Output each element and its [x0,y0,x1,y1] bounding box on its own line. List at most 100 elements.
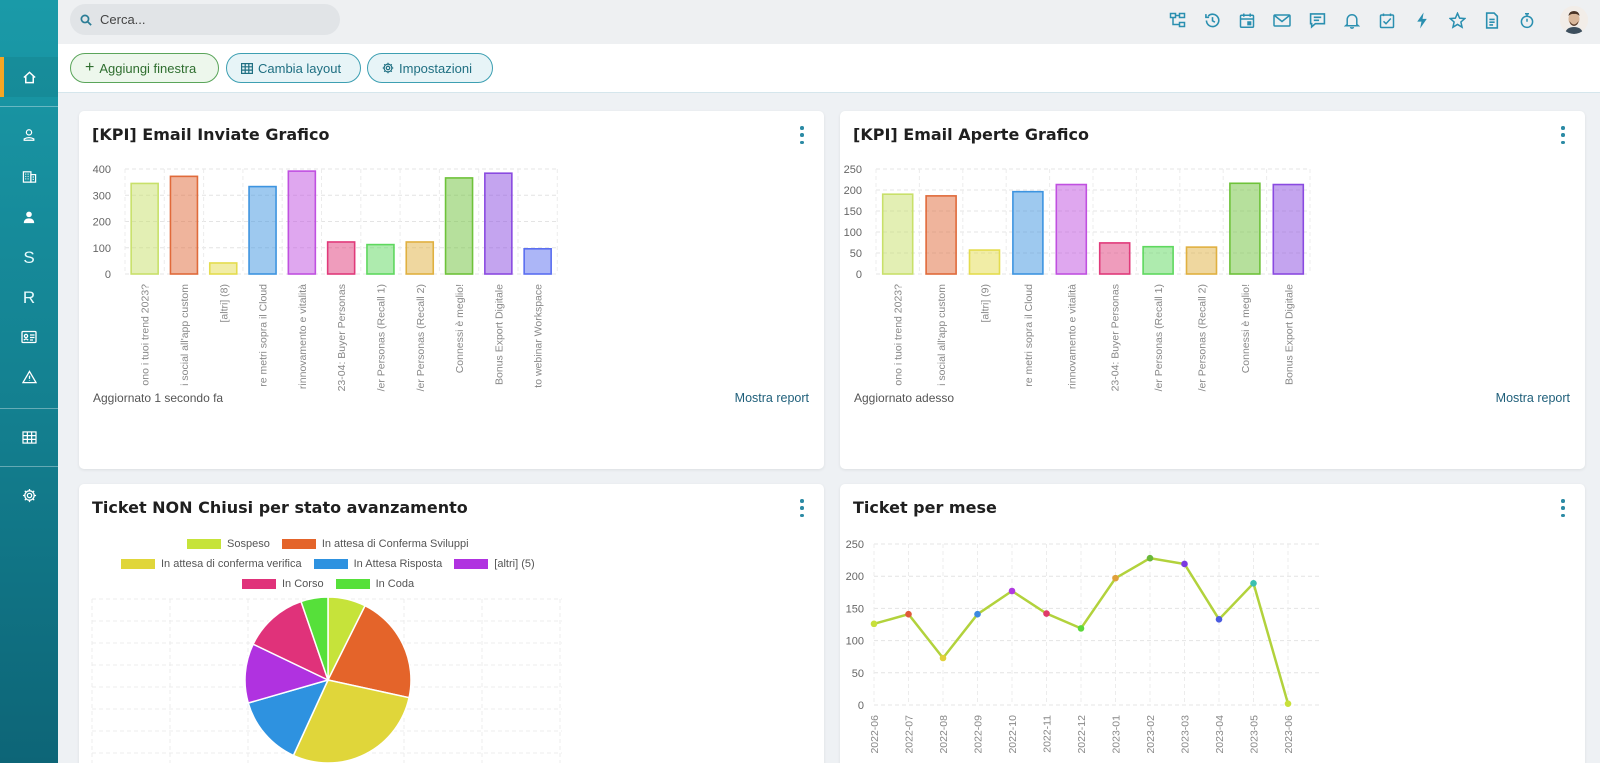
kebab-menu-icon[interactable] [1559,499,1567,517]
sidebar-item-dashboard[interactable] [0,417,58,457]
legend-swatch [242,579,276,589]
legend-label: In Attesa Risposta [353,558,443,570]
y-tick-label: 200 [844,185,862,197]
legend-item[interactable]: In Attesa Risposta [313,558,443,570]
add-window-button[interactable]: + Aggiungi finestra [70,53,219,83]
settings-button[interactable]: Impostazioni [367,53,493,83]
bar [1055,183,1088,275]
x-tick-label: 2022-12 [1076,715,1088,754]
kebab-menu-icon[interactable] [1559,126,1567,144]
data-point [1043,610,1050,617]
change-layout-label: Cambia layout [258,60,342,76]
legend-item[interactable]: Sospeso [187,538,270,550]
legend-item[interactable]: In attesa di conferma verifica [121,558,302,570]
bolt-icon[interactable] [1409,9,1435,31]
x-tick-label: rinnovamento e vitalità [297,284,309,389]
y-tick-label: 150 [844,206,862,218]
legend-label: Sospeso [227,538,270,550]
legend-swatch [313,559,348,569]
legend-item[interactable]: [altri] (5) [454,558,535,570]
checkbox-icon[interactable] [1374,9,1400,31]
y-tick-label: 50 [852,668,864,680]
bar [1098,242,1131,275]
search-box[interactable] [70,4,340,35]
legend-item[interactable]: In attesa di Conferma Sviluppi [281,538,469,550]
y-tick-label: 100 [93,243,111,255]
kebab-menu-icon[interactable] [798,499,806,517]
bar [1272,183,1305,275]
x-tick-label: 2023-03 [1180,715,1192,754]
bar [405,241,435,275]
y-tick-label: 250 [846,539,864,551]
show-report-link[interactable]: Mostra report [1495,391,1570,405]
card-title: Ticket NON Chiusi per stato avanzamento [92,498,468,517]
x-tick-label: /er Personas (Recall 2) [1197,284,1209,391]
search-icon [80,14,92,26]
x-tick-label: 2023-05 [1249,715,1261,754]
data-point [1008,587,1016,595]
x-tick-label: 2022-10 [1007,715,1019,754]
star-icon[interactable] [1444,9,1470,31]
sidebar-item-settings[interactable] [0,475,58,515]
legend-item[interactable]: In Coda [335,578,415,590]
data-point [870,620,878,628]
pie-legend: Sospeso In attesa di Conferma Sviluppi In … [79,484,599,594]
x-tick-label: 23-04: Buyer Personas [1110,284,1122,391]
x-tick-label: Connessi è meglio! [454,284,466,373]
sidebar-item-users[interactable] [0,197,58,237]
sidebar-item-companies[interactable] [0,156,58,196]
avatar[interactable] [1560,6,1588,34]
change-layout-button[interactable]: Cambia layout [226,53,361,83]
action-bar: + Aggiungi finestra Cambia layout Impost… [58,44,1600,93]
x-tick-label: 2023-04 [1214,715,1226,754]
settings-label: Impostazioni [399,60,472,76]
bar [444,177,474,275]
sitemap-icon[interactable] [1164,9,1190,31]
x-tick-label: 2023-06 [1283,715,1295,754]
table-icon [241,62,253,74]
sidebar-item-home[interactable] [0,57,58,97]
history-icon[interactable] [1199,9,1225,31]
data-point [905,610,912,618]
stopwatch-icon[interactable] [1514,9,1540,31]
chat-icon[interactable] [1304,9,1330,31]
show-report-link[interactable]: Mostra report [734,391,809,405]
building-icon [22,170,36,183]
sidebar-item-r[interactable]: R [22,288,36,307]
kebab-menu-icon[interactable] [798,126,806,144]
sidebar-item-cards[interactable] [0,317,58,357]
y-tick-label: 200 [93,217,111,229]
data-point [1146,554,1154,562]
legend-item[interactable]: In Corso [242,578,324,590]
bell-icon[interactable] [1339,9,1365,31]
pie-slice [247,678,330,757]
bar [968,249,1001,275]
data-point [1181,560,1188,568]
calendar-icon[interactable] [1234,9,1260,31]
x-tick-label: 2022-06 [869,715,881,754]
y-tick-label: 0 [858,700,864,712]
data-point [1284,700,1292,708]
bar [1012,190,1044,275]
data-point [1250,579,1257,587]
gear-icon [382,62,394,74]
bar [169,175,199,275]
legend-swatch [121,559,155,569]
y-tick-label: 200 [846,571,864,583]
pie-slice [300,596,329,681]
line-chart-tickets-month: 0 50 100 150 200 250 2022-06 2022-07 2022-08 2022… [846,539,1320,754]
search-input[interactable] [100,12,320,27]
sidebar-item-s[interactable]: S [23,248,35,267]
x-tick-label: [altri] (9) [980,284,992,323]
y-tick-label: 0 [105,269,111,281]
sidebar-item-alerts[interactable] [0,357,58,397]
legend-label: In Coda [375,578,415,590]
sidebar-item-contacts[interactable] [0,115,58,155]
top-bar [58,0,1600,44]
updated-label: Aggiornato 1 secondo fa [93,391,224,405]
data-point [974,610,981,618]
plus-icon: + [85,59,95,76]
document-icon[interactable] [1479,9,1505,31]
x-tick-label: to webinar Workspace [533,284,545,388]
mail-icon[interactable] [1269,9,1295,31]
